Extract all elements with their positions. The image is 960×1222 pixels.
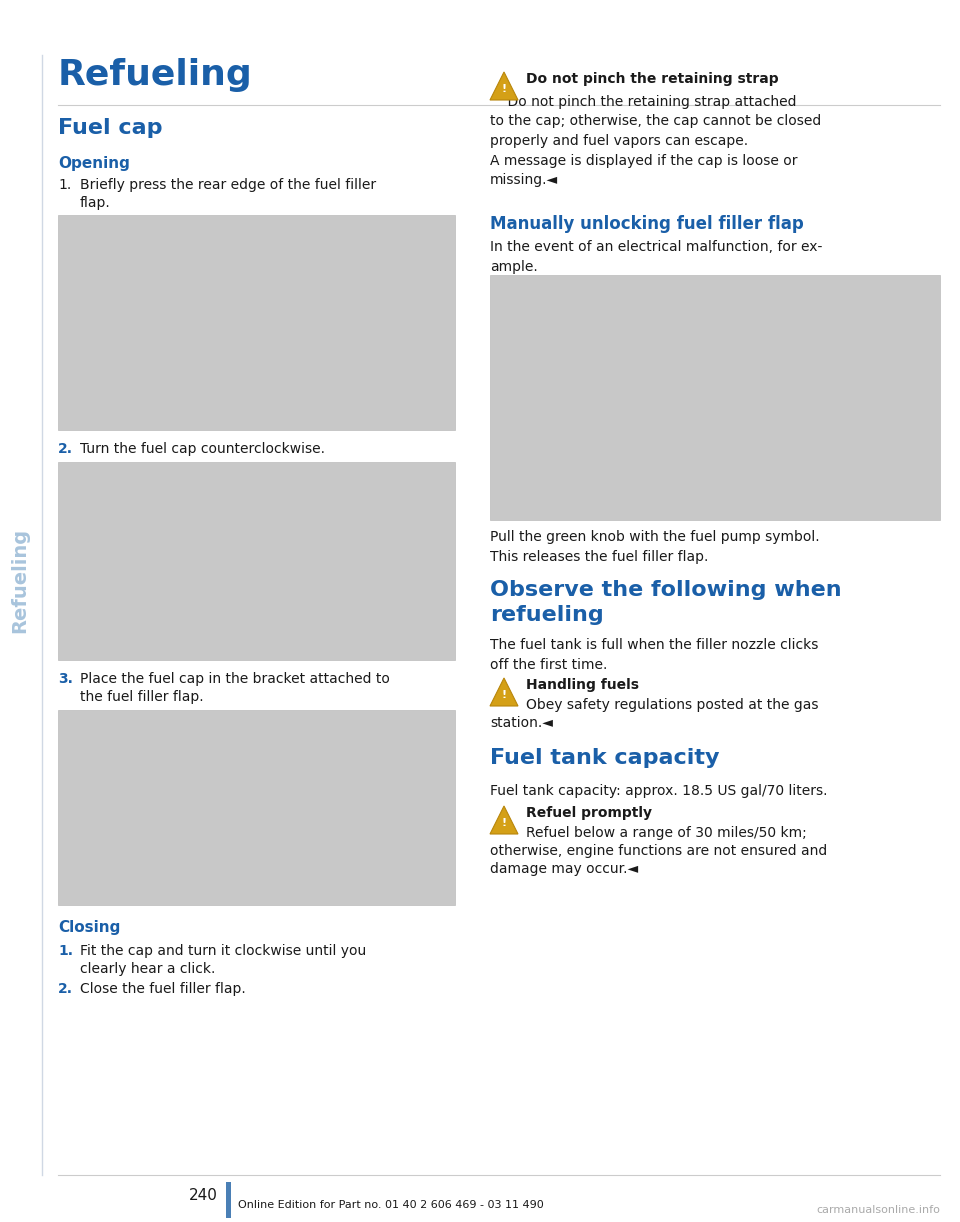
Text: Refueling: Refueling: [11, 528, 30, 633]
Text: carmanualsonline.info: carmanualsonline.info: [816, 1205, 940, 1215]
Text: Closing: Closing: [58, 920, 120, 935]
Text: Do not pinch the retaining strap attached
to the cap; otherwise, the cap cannot : Do not pinch the retaining strap attache…: [490, 95, 821, 187]
Text: In the event of an electrical malfunction, for ex-
ample.: In the event of an electrical malfunctio…: [490, 240, 823, 274]
Text: 1.: 1.: [58, 178, 71, 192]
Text: Fuel tank capacity: approx. 18.5 US gal/70 liters.: Fuel tank capacity: approx. 18.5 US gal/…: [490, 785, 828, 798]
Text: 1.: 1.: [58, 945, 73, 958]
Text: Manually unlocking fuel filler flap: Manually unlocking fuel filler flap: [490, 215, 804, 233]
Text: Close the fuel filler flap.: Close the fuel filler flap.: [80, 982, 246, 996]
Text: Do not pinch the retaining strap: Do not pinch the retaining strap: [526, 72, 779, 86]
Text: Online Edition for Part no. 01 40 2 606 469 - 03 11 490: Online Edition for Part no. 01 40 2 606 …: [238, 1200, 543, 1210]
Text: otherwise, engine functions are not ensured and: otherwise, engine functions are not ensu…: [490, 844, 828, 858]
Text: 3.: 3.: [58, 672, 73, 686]
Text: !: !: [501, 819, 507, 829]
Text: damage may occur.◄: damage may occur.◄: [490, 862, 638, 876]
Text: flap.: flap.: [80, 196, 110, 210]
Text: Refuel below a range of 30 miles/50 km;: Refuel below a range of 30 miles/50 km;: [526, 826, 806, 840]
Text: Fuel cap: Fuel cap: [58, 119, 162, 138]
Text: 2.: 2.: [58, 982, 73, 996]
Text: Obey safety regulations posted at the gas: Obey safety regulations posted at the ga…: [526, 698, 819, 712]
Text: station.◄: station.◄: [490, 716, 553, 730]
Text: !: !: [501, 690, 507, 700]
Bar: [226, 1182, 231, 1218]
Text: Refuel promptly: Refuel promptly: [526, 807, 652, 820]
Bar: [58, 215, 455, 430]
Text: Handling fuels: Handling fuels: [526, 678, 639, 692]
Text: Briefly press the rear edge of the fuel filler: Briefly press the rear edge of the fuel …: [80, 178, 376, 192]
Bar: [58, 710, 455, 906]
Text: Opening: Opening: [58, 156, 130, 171]
Text: clearly hear a click.: clearly hear a click.: [80, 962, 215, 976]
Text: Fit the cap and turn it clockwise until you: Fit the cap and turn it clockwise until …: [80, 945, 367, 958]
Text: Refueling: Refueling: [58, 57, 252, 92]
Text: Place the fuel cap in the bracket attached to: Place the fuel cap in the bracket attach…: [80, 672, 390, 686]
Text: !: !: [501, 84, 507, 94]
Text: Turn the fuel cap counterclockwise.: Turn the fuel cap counterclockwise.: [80, 442, 325, 456]
Bar: [58, 462, 455, 660]
Text: 2.: 2.: [58, 442, 73, 456]
Text: Observe the following when
refueling: Observe the following when refueling: [490, 580, 842, 624]
Text: The fuel tank is full when the filler nozzle clicks
off the first time.: The fuel tank is full when the filler no…: [490, 638, 818, 672]
Polygon shape: [490, 678, 518, 706]
Text: 240: 240: [189, 1188, 218, 1202]
Text: Pull the green knob with the fuel pump symbol.
This releases the fuel filler fla: Pull the green knob with the fuel pump s…: [490, 530, 820, 563]
Bar: [490, 275, 940, 521]
Text: Fuel tank capacity: Fuel tank capacity: [490, 748, 719, 767]
Text: the fuel filler flap.: the fuel filler flap.: [80, 690, 204, 704]
Polygon shape: [490, 807, 518, 833]
Polygon shape: [490, 72, 518, 100]
